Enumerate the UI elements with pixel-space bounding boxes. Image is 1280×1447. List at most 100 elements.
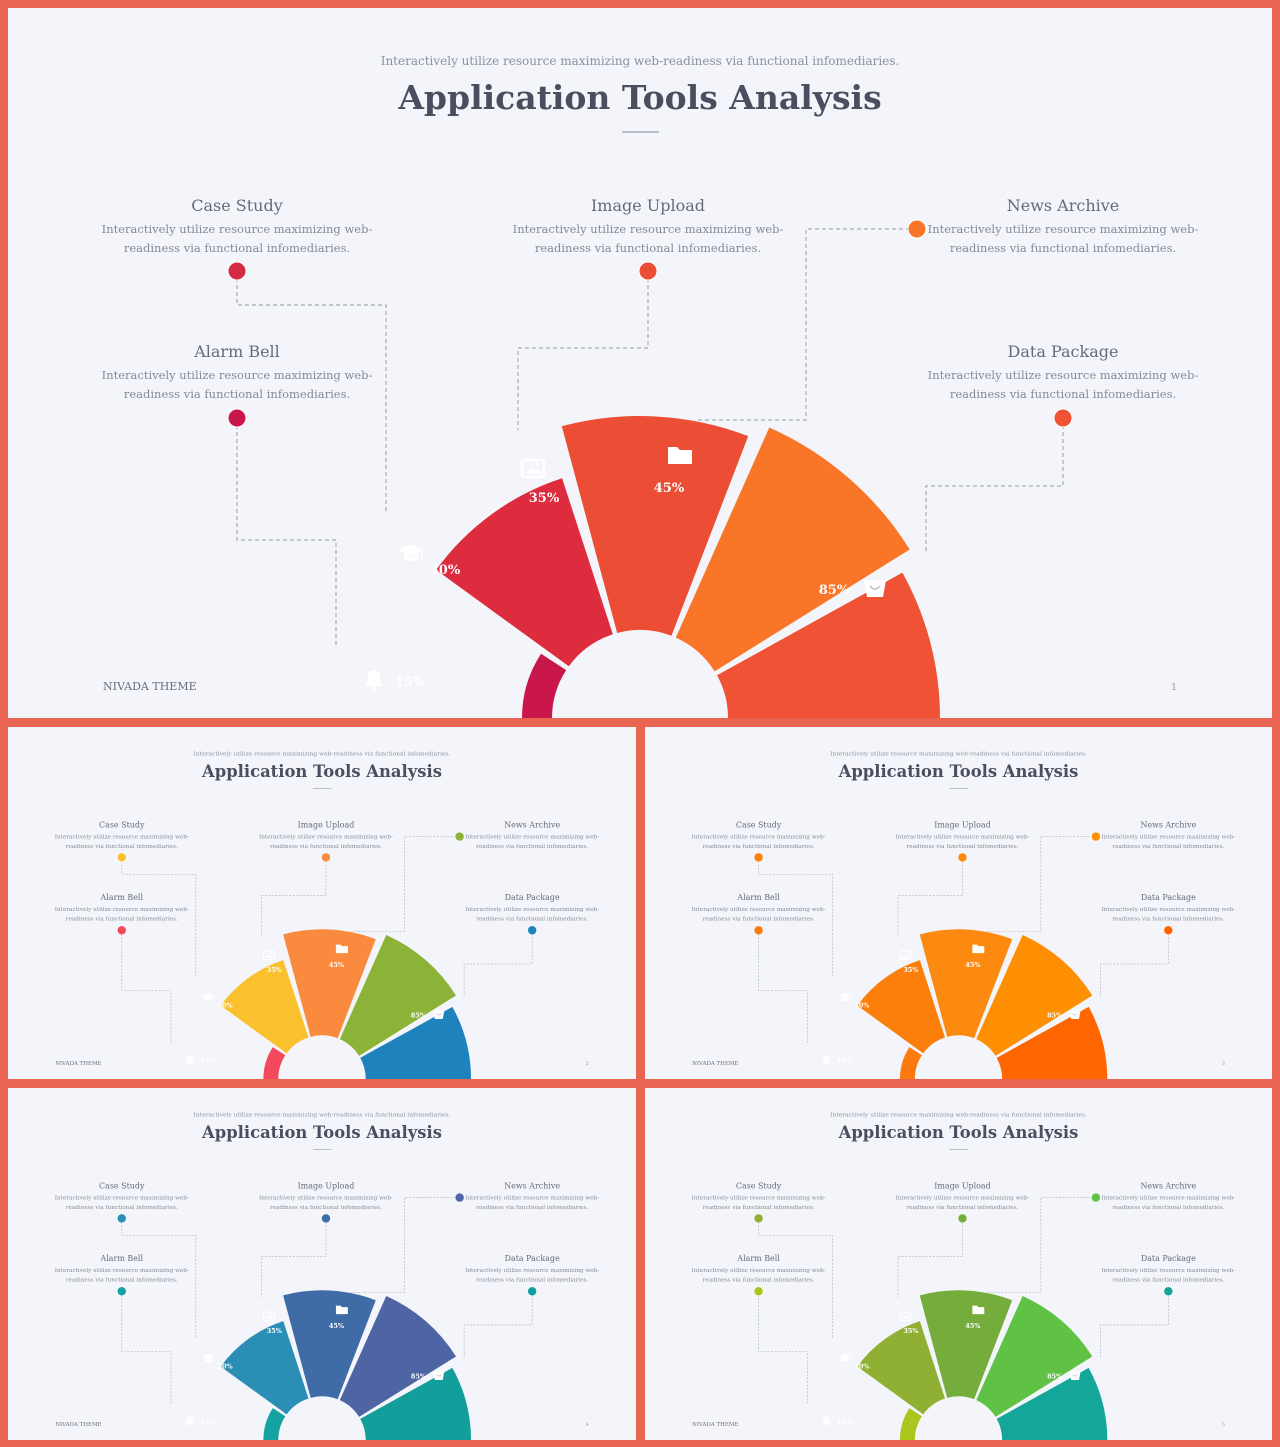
basket-icon — [433, 1371, 445, 1381]
callout-dot — [753, 1213, 764, 1224]
chart-segment-85: 85% — [717, 572, 940, 718]
callout-case-study: Case Study Interactively utilize resource… — [102, 196, 387, 513]
callout-news-archive: News Archive Interactively utilize resour… — [350, 1182, 599, 1293]
segment-value-label: 30% — [218, 1002, 233, 1010]
callout-dot — [321, 1213, 331, 1224]
connector-line — [236, 418, 337, 648]
callout-desc-line: Interactively utilize resource maximizin… — [896, 835, 1030, 841]
segment-wedge — [521, 653, 567, 718]
callout-desc-line: readiness via functional infomediaries. — [66, 844, 178, 850]
segment-wedge — [976, 934, 1093, 1056]
slide-1: Interactively utilize resource maximizin… — [8, 8, 1272, 718]
slide-title: Application Tools Analysis — [838, 1123, 1079, 1142]
segment-value-label: 15% — [200, 1418, 215, 1426]
callout-image-upload: Image Upload Interactively utilize resour… — [259, 821, 393, 937]
callout-data-package: Data Package Interactively utilize resour… — [463, 1254, 599, 1359]
slide-4: Interactively utilize resource maximizin… — [8, 1088, 636, 1440]
segment-value-label: 30% — [430, 563, 461, 578]
callout-dot — [527, 1286, 537, 1296]
chart-segment-45: 45% — [329, 934, 456, 1056]
connector-line — [236, 271, 387, 513]
callout-title: Image Upload — [934, 821, 991, 830]
callout-news-archive: News Archive Interactively utilize resour… — [987, 1182, 1235, 1293]
chart-segment-35: 35% — [520, 416, 749, 636]
callout-desc-line: Interactively utilize resource maximizin… — [1101, 1268, 1235, 1274]
callout-case-study: Case Study Interactively utilize resource… — [55, 1182, 197, 1339]
connector-line — [698, 228, 917, 421]
segment-wedge — [919, 929, 1013, 1039]
callout-news-archive: News Archive Interactively utilize resour… — [987, 821, 1235, 932]
callout-dot — [638, 261, 658, 281]
callout-desc-line: readiness via functional infomediaries. — [1112, 916, 1224, 922]
slide-title: Application Tools Analysis — [201, 762, 442, 781]
callout-desc-line: Interactively utilize resource maximizin… — [102, 368, 373, 382]
segment-wedge — [899, 1047, 922, 1079]
callout-title: Data Package — [1141, 1254, 1196, 1263]
callout-desc-line: readiness via functional infomediaries. — [66, 1277, 178, 1283]
callout-desc-line: readiness via functional infomediaries. — [66, 916, 178, 922]
slide-5: Interactively utilize resource maximizin… — [645, 1088, 1272, 1440]
brand-label: NIVADA THEME — [55, 1422, 101, 1428]
chart-segment-30: 30% — [202, 960, 309, 1054]
callout-title: Image Upload — [591, 196, 705, 215]
connector-line — [987, 1197, 1096, 1293]
callout-desc-line: Interactively utilize resource maximizin… — [465, 907, 599, 913]
callout-desc-line: readiness via functional infomediaries. — [1112, 1277, 1224, 1283]
image-icon — [899, 950, 912, 961]
segment-wedge — [919, 1290, 1013, 1400]
basket-icon — [433, 1010, 445, 1020]
connector-line — [897, 857, 963, 937]
callout-alarm-bell: Alarm Bell Interactively utilize resource… — [692, 893, 826, 1045]
callout-dot — [1163, 925, 1174, 935]
slide-title: Application Tools Analysis — [838, 762, 1079, 781]
callout-desc-line: Interactively utilize resource maximizin… — [465, 1268, 599, 1274]
callout-title: Alarm Bell — [193, 342, 280, 361]
segment-value-label: 15% — [200, 1057, 215, 1065]
callout-image-upload: Image Upload Interactively utilize resour… — [259, 1182, 393, 1298]
callout-data-package: Data Package Interactively utilize resour… — [925, 342, 1198, 553]
chart-segment-30: 30% — [399, 478, 613, 667]
callout-desc-line: readiness via functional infomediaries. — [476, 1205, 588, 1211]
segment-wedge — [996, 1006, 1108, 1079]
callout-desc-line: Interactively utilize resource maximizin… — [55, 835, 189, 841]
callout-case-study: Case Study Interactively utilize resource… — [692, 821, 833, 978]
callout-desc-line: Interactively utilize resource maximizin… — [1101, 907, 1235, 913]
callout-title: News Archive — [1140, 1182, 1196, 1191]
segment-wedge — [436, 478, 613, 667]
chart-segment-15: 15% — [185, 1047, 286, 1079]
callout-desc-line: readiness via functional infomediaries. — [950, 387, 1176, 401]
callout-desc-line: Interactively utilize resource maximizin… — [928, 222, 1199, 236]
segment-wedge — [339, 1295, 456, 1417]
chart-segment-45: 45% — [965, 1295, 1093, 1417]
segment-value-label: 15% — [837, 1418, 852, 1426]
callout-title: News Archive — [504, 821, 560, 830]
callout-desc-line: Interactively utilize resource maximizin… — [513, 222, 784, 236]
image-icon — [262, 950, 275, 961]
segment-value-label: 15% — [837, 1057, 852, 1065]
segment-wedge — [976, 1295, 1093, 1417]
chart-segment-15: 15% — [822, 1408, 922, 1440]
segment-wedge — [996, 1367, 1108, 1440]
slide-subtitle: Interactively utilize resource maximizin… — [381, 54, 900, 68]
chart-segment-35: 35% — [262, 929, 376, 1039]
slide-canvas: Interactively utilize resource maximizin… — [692, 1111, 1235, 1440]
connector-line — [121, 1218, 197, 1339]
callout-desc-line: Interactively utilize resource maximizin… — [102, 222, 373, 236]
callout-dot — [227, 408, 247, 428]
segment-value-label: 35% — [267, 966, 282, 974]
chart-segment-45: 45% — [329, 1295, 456, 1417]
callout-title: Alarm Bell — [736, 1254, 780, 1263]
callout-desc-line: Interactively utilize resource maximizin… — [692, 835, 826, 841]
callout-alarm-bell: Alarm Bell Interactively utilize resource… — [692, 1254, 826, 1406]
callout-title: Alarm Bell — [736, 893, 780, 902]
segment-wedge — [561, 416, 749, 636]
callout-title: News Archive — [1007, 196, 1120, 215]
chart-segment-15: 15% — [822, 1047, 922, 1079]
callout-desc-line: readiness via functional infomediaries. — [1112, 1205, 1224, 1211]
slide-canvas: Interactively utilize resource maximizin… — [55, 1111, 599, 1440]
callout-desc-line: readiness via functional infomediaries. — [124, 387, 350, 401]
callout-case-study: Case Study Interactively utilize resource… — [692, 1182, 833, 1339]
page-number: 3 — [1222, 1061, 1225, 1067]
segment-value-label: 45% — [965, 961, 980, 969]
segment-wedge — [857, 960, 946, 1054]
